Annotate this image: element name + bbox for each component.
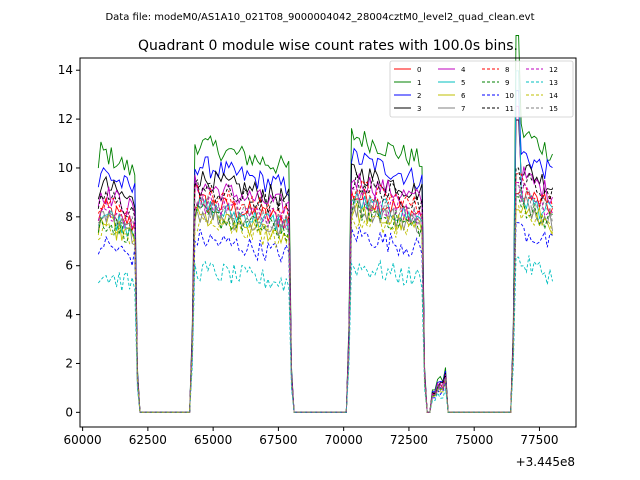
legend-label-12: 12 bbox=[549, 66, 558, 74]
x-tick-label: 65000 bbox=[194, 433, 232, 447]
legend-label-6: 6 bbox=[461, 92, 466, 100]
x-tick-label: 75000 bbox=[455, 433, 493, 447]
y-tick-label: 0 bbox=[65, 405, 73, 419]
legend-label-13: 13 bbox=[549, 79, 558, 87]
data-file-label: Data file: modeM0/AS1A10_021T08_90000040… bbox=[105, 12, 534, 23]
legend-label-14: 14 bbox=[549, 92, 558, 100]
y-tick-label: 14 bbox=[58, 63, 73, 77]
series-line-5 bbox=[97, 70, 553, 413]
y-tick-label: 2 bbox=[65, 356, 73, 370]
legend-label-15: 15 bbox=[549, 105, 558, 113]
legend-box bbox=[389, 60, 574, 118]
x-tick-label: 72500 bbox=[390, 433, 428, 447]
x-offset-label: +3.445e8 bbox=[516, 455, 575, 469]
series-line-12 bbox=[97, 181, 553, 413]
series-layer bbox=[97, 35, 553, 413]
legend-label-2: 2 bbox=[417, 92, 421, 100]
legend-label-5: 5 bbox=[461, 79, 465, 87]
legend-label-7: 7 bbox=[461, 105, 465, 113]
series-line-3 bbox=[97, 119, 553, 413]
series-line-14 bbox=[97, 204, 553, 413]
legend-label-4: 4 bbox=[461, 66, 466, 74]
y-tick-label: 10 bbox=[58, 161, 73, 175]
legend-label-8: 8 bbox=[505, 66, 509, 74]
plot-frame bbox=[79, 57, 577, 428]
legend-label-10: 10 bbox=[505, 92, 514, 100]
series-line-2 bbox=[97, 90, 553, 413]
x-tick-label: 77500 bbox=[520, 433, 558, 447]
series-line-7 bbox=[97, 193, 553, 413]
x-axis: 60000 62500 65000 67500 70000 72500 75000 77500 bbox=[64, 427, 559, 447]
series-line-13 bbox=[97, 255, 553, 413]
legend-label-11: 11 bbox=[505, 105, 514, 113]
chart-title: Quadrant 0 module wise count rates with … bbox=[138, 38, 518, 54]
legend-label-9: 9 bbox=[505, 79, 509, 87]
y-tick-label: 4 bbox=[65, 308, 73, 322]
series-line-4 bbox=[97, 105, 553, 413]
series-line-10 bbox=[97, 222, 553, 413]
series-line-11 bbox=[97, 167, 553, 413]
series-line-0 bbox=[97, 187, 553, 413]
legend-label-3: 3 bbox=[417, 105, 421, 113]
y-axis: 0 2 4 6 8 10 12 14 bbox=[58, 63, 80, 419]
y-tick-label: 6 bbox=[65, 259, 73, 273]
x-tick-label: 60000 bbox=[64, 433, 102, 447]
x-tick-label: 62500 bbox=[129, 433, 167, 447]
legend-label-0: 0 bbox=[417, 66, 421, 74]
y-tick-label: 12 bbox=[58, 112, 73, 126]
series-line-15 bbox=[97, 184, 553, 413]
legend-label-1: 1 bbox=[417, 79, 421, 87]
x-tick-label: 70000 bbox=[325, 433, 363, 447]
series-line-8 bbox=[97, 173, 553, 413]
y-tick-label: 8 bbox=[65, 210, 73, 224]
x-tick-label: 67500 bbox=[259, 433, 297, 447]
series-line-9 bbox=[97, 196, 553, 413]
series-line-6 bbox=[97, 202, 553, 413]
